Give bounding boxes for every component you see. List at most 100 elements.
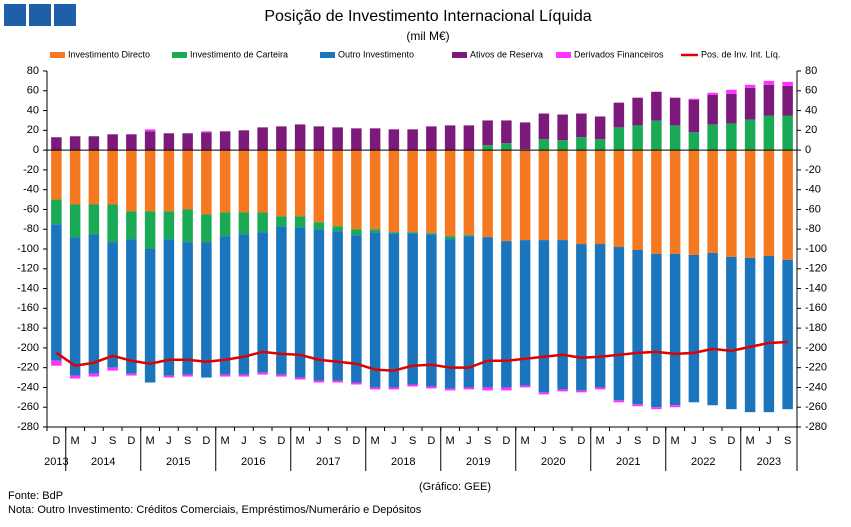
bar-segment [426,233,437,235]
bar-segment [276,216,287,227]
bar-segment [763,255,775,413]
bar-segment [351,235,362,383]
x-tick-label: D [727,435,735,447]
x-tick-label: M [746,435,755,447]
chart-title: Posição de Investimento Internacional Lí… [264,8,591,25]
bar-segment [782,81,793,86]
bar-segment [238,150,250,213]
bar-segment [463,150,475,236]
line [55,340,788,372]
y-tick-label: -200 [17,342,39,354]
bar-segment [482,120,493,146]
x-tick-label: J [166,435,172,447]
bar-segment [369,232,381,388]
y2-tick-label: 60 [805,85,817,97]
bar-segment [313,150,325,223]
bar-segment [163,133,175,151]
bar-segment [463,236,475,388]
bar-segment [763,150,775,256]
year-label: 2019 [466,456,490,468]
x-tick-label: S [184,435,191,447]
bar-segment [707,124,718,151]
bar-segment [613,400,625,403]
bar-segment [576,113,587,138]
bar-segment [276,226,287,375]
bar-segment [294,124,306,151]
y2-tick-label: 40 [805,104,817,116]
bar-segment [69,375,81,379]
bar-segment [463,387,475,390]
bar-segment [519,385,531,388]
bar-segment [332,127,343,151]
x-tick-label: M [671,435,680,447]
bar-segment [444,236,456,240]
bar-segment [332,150,343,227]
year-label: 2015 [166,456,190,468]
bar-segment [707,92,718,95]
bar-segment [726,93,737,124]
bar-segment [613,247,625,401]
bar-segment [182,133,193,151]
x-tick-label: D [277,435,285,447]
x-tick-label: M [596,435,605,447]
bar-segment [726,150,737,257]
x-tick-label: J [766,435,772,447]
bar-segment [501,150,512,242]
bar-segment [557,240,568,390]
bar-segment [763,84,775,116]
bar-segment [463,235,475,237]
y-tick-label: 0 [33,144,39,156]
bar-segment [576,150,587,245]
bar-segment [726,123,737,151]
bar-segment [463,125,475,151]
bar-segment [126,211,137,240]
bar-segment [632,249,643,405]
bar-segment [219,212,231,237]
y2-tick-label: -20 [805,164,821,176]
x-tick-label: J [241,435,247,447]
x-tick-label: M [146,435,155,447]
legend-label: Ativos de Reserva [470,49,543,59]
y2-tick-label: -240 [805,381,827,393]
bar-segment [107,367,118,371]
bar-segment [294,377,306,380]
bar-segment [126,150,137,212]
bar-segment [651,120,662,151]
x-tick-label: S [634,435,641,447]
bar-segment [182,150,193,210]
bar-segment [407,150,418,233]
bar-segment [594,139,606,151]
bar-segment [388,232,400,234]
bar-segment [294,216,306,228]
bar-segment [88,136,100,151]
bar-segment [182,209,193,243]
bar-segment [688,98,700,100]
year-label: 2013 [44,456,68,468]
bar-segment [632,150,643,250]
x-tick-label: J [616,435,622,447]
bar-segment [257,127,268,151]
bar-segment [238,374,250,377]
bar-segment [538,139,550,151]
bar-segment [144,150,156,212]
year-label: 2016 [241,456,265,468]
bar-segment [163,239,175,376]
year-label: 2020 [541,456,565,468]
bar-segment [107,134,118,151]
bar-segment [201,214,212,243]
x-tick-label: S [109,435,116,447]
bar-segment [51,150,62,200]
bar-segment [669,125,681,151]
bar-segment [669,150,681,254]
x-tick-label: J [91,435,97,447]
bar-segment [576,244,587,391]
bar-segment [501,143,512,151]
x-tick-label: D [127,435,135,447]
year-label: 2014 [91,456,115,468]
bar-segment [444,239,456,389]
y-tick-label: -140 [17,282,39,294]
y2-tick-label: -280 [805,421,827,433]
y-tick-label: -280 [17,421,39,433]
bar-segment [332,226,343,232]
bar-segment [538,113,550,140]
